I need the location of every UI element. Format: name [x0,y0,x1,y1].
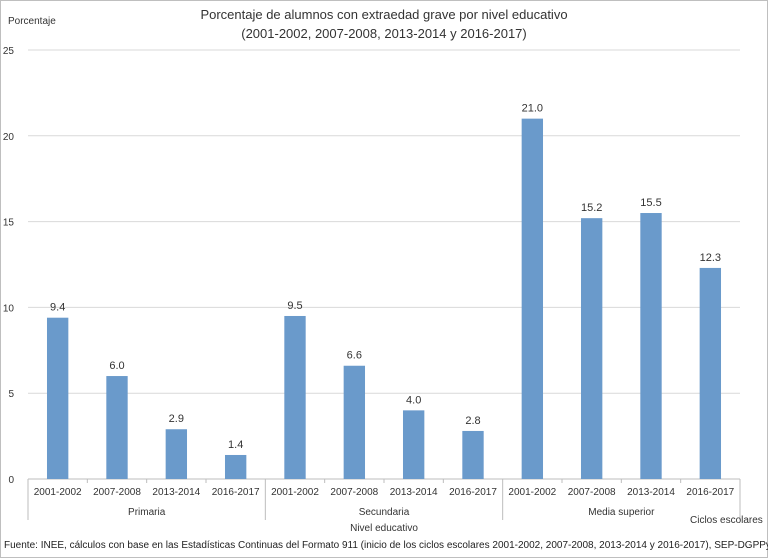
x-tick-label: 2013-2014 [627,487,675,498]
x-axis-label: Nivel educativo [350,523,418,534]
x-tick-label: 2013-2014 [152,487,200,498]
data-label: 2.9 [169,413,184,425]
x-tick-label: 2016-2017 [449,487,497,498]
group-label: Primaria [128,507,166,518]
x-tick-label: 2016-2017 [686,487,734,498]
x-tick-label: 2007-2008 [93,487,141,498]
x-tick-label: 2007-2008 [568,487,616,498]
bar [46,317,69,479]
data-label: 9.4 [50,302,65,314]
group-label: Media superior [588,507,655,518]
source-note: Fuente: INEE, cálculos con base en las E… [4,540,768,551]
y-tick-label: 10 [3,303,15,314]
data-label: 6.6 [347,350,362,362]
group-label: Secundaria [359,507,410,518]
x-tick-label: 2001-2002 [34,487,82,498]
data-label: 15.5 [640,197,661,209]
bar [640,213,662,479]
y-tick-label: 0 [8,475,14,486]
data-label: 6.0 [109,360,124,372]
data-label: 1.4 [228,439,243,451]
bar [343,365,366,479]
series-note: Ciclos escolares [690,515,763,526]
y-tick-label: 5 [8,389,14,400]
x-tick-label: 2001-2002 [271,487,319,498]
x-tick-label: 2013-2014 [390,487,438,498]
x-tick-label: 2007-2008 [330,487,378,498]
bar [580,218,603,479]
data-label: 21.0 [522,103,543,115]
data-label: 15.2 [581,202,602,214]
chart-title: Porcentaje de alumnos con extraedad grav… [200,7,568,22]
data-label: 4.0 [406,394,421,406]
bar [402,410,425,479]
bar [224,454,247,479]
bar [521,118,544,479]
data-label: 2.8 [465,415,480,427]
y-tick-label: 25 [3,46,15,57]
bar [284,315,306,479]
bar [462,430,484,479]
data-label: 9.5 [287,300,302,312]
data-label: 12.3 [700,252,721,264]
y-axis-label: Porcentaje [8,16,56,27]
bar [699,267,722,479]
x-tick-label: 2016-2017 [212,487,260,498]
y-tick-label: 20 [3,132,15,143]
y-tick-label: 15 [3,218,15,229]
chart-subtitle: (2001-2002, 2007-2008, 2013-2014 y 2016-… [241,26,527,41]
bar [106,376,128,479]
x-tick-label: 2001-2002 [508,487,556,498]
bar [165,429,188,479]
